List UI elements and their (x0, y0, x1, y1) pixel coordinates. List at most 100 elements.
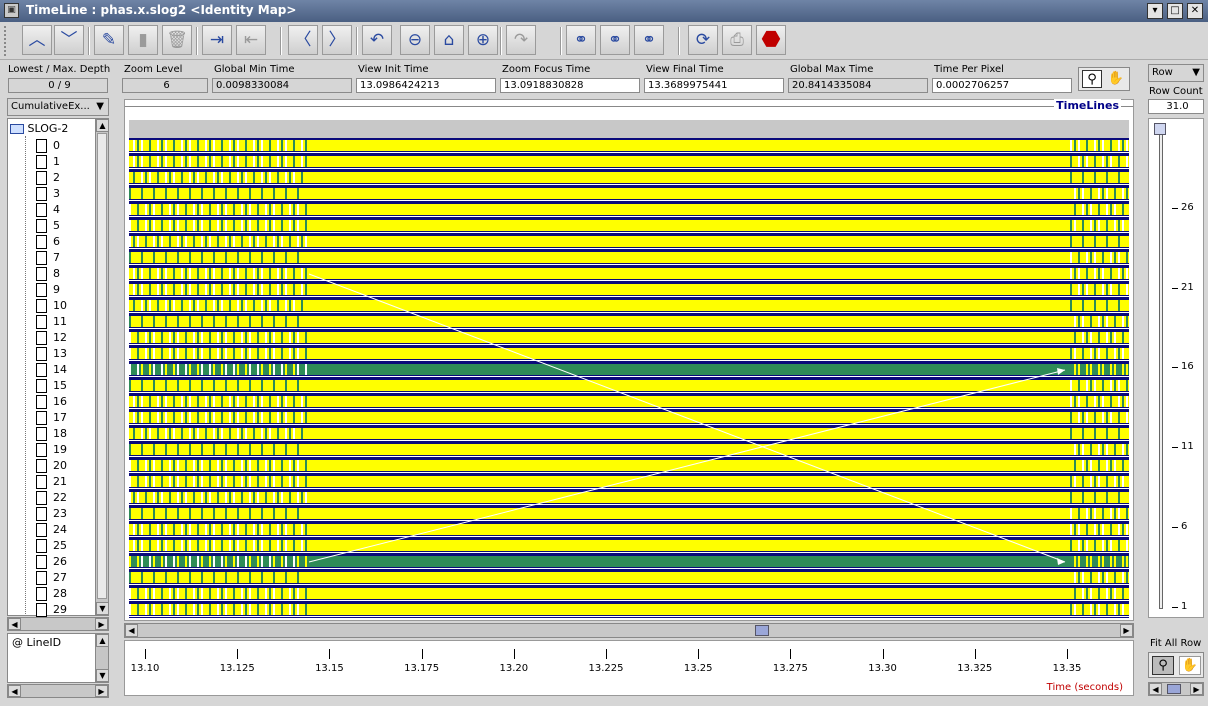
app-icon[interactable]: ▣ (4, 3, 19, 18)
activity-event (185, 300, 187, 311)
row-slider-track[interactable] (1159, 127, 1163, 609)
stop-icon[interactable]: ⬣ (756, 25, 786, 55)
tree-row-item[interactable]: 9 (26, 283, 96, 299)
info-field[interactable]: 0.0002706257 (932, 78, 1072, 93)
tree-row-item[interactable]: 13 (26, 347, 96, 363)
scroll-up-arrow-icon[interactable]: ▲ (96, 119, 109, 132)
tree-row-item[interactable]: 10 (26, 299, 96, 315)
scroll-thumb[interactable] (755, 625, 769, 636)
refresh-icon[interactable]: ⟳ (688, 25, 718, 55)
tree-row-item[interactable]: 23 (26, 507, 96, 523)
legend-hscrollbar[interactable]: ◀ ▶ (7, 684, 109, 698)
scroll-right-arrow-icon[interactable]: ▶ (1120, 624, 1133, 637)
tree-row-item[interactable]: 18 (26, 427, 96, 443)
tree-row-item[interactable]: 14 (26, 363, 96, 379)
tree-row-item[interactable]: 20 (26, 459, 96, 475)
row-slider-thumb[interactable] (1154, 123, 1166, 135)
tree-row-item[interactable]: 26 (26, 555, 96, 571)
tree-row-item[interactable]: 8 (26, 267, 96, 283)
tree-row-item[interactable]: 1 (26, 155, 96, 171)
clipboard-icon[interactable]: ▮ (128, 25, 158, 55)
search-icon[interactable]: ⚭ (600, 25, 630, 55)
activity-event (161, 444, 163, 455)
tree-row-item[interactable]: 3 (26, 187, 96, 203)
scroll-left-arrow-icon[interactable]: ◀ (8, 618, 21, 630)
tree-row-item[interactable]: 4 (26, 203, 96, 219)
info-field[interactable]: 13.0986424213 (356, 78, 496, 93)
tree-row-item[interactable]: 24 (26, 523, 96, 539)
magnifier-icon[interactable]: ⚲ (1152, 656, 1174, 675)
tree-row-item[interactable]: 15 (26, 379, 96, 395)
scroll-down-arrow-icon[interactable]: ▼ (96, 669, 109, 682)
zoom-pan-toggle-rows[interactable]: ⚲ ✋ (1148, 652, 1204, 678)
tree-row-item[interactable]: 0 (26, 139, 96, 155)
delete-icon[interactable]: 🗑 (162, 25, 192, 55)
activity-event (237, 364, 239, 375)
scroll-right-arrow-icon[interactable]: ▶ (1190, 683, 1203, 695)
scroll-down-arrow-icon[interactable]: ▼ (96, 602, 109, 615)
search-forward-icon[interactable]: ⚭ (634, 25, 664, 55)
activity-event (1074, 492, 1076, 503)
row-hscrollbar[interactable]: ◀ ▶ (1148, 682, 1204, 696)
tree-row-item[interactable]: 2 (26, 171, 96, 187)
tree-scrollbar[interactable]: ▲ ▼ (95, 119, 109, 615)
tree-hscrollbar[interactable]: ◀ ▶ (7, 617, 109, 631)
scroll-down-icon[interactable]: ﹀ (54, 25, 84, 55)
scroll-left-arrow-icon[interactable]: ◀ (125, 624, 138, 637)
home-icon[interactable]: ⌂ (434, 25, 464, 55)
tree-row-item[interactable]: 7 (26, 251, 96, 267)
export-icon[interactable]: ⇥ (202, 25, 232, 55)
row-combo[interactable]: Row ▼ (1148, 64, 1204, 82)
print-icon[interactable]: ⎙ (722, 25, 752, 55)
scroll-left-arrow-icon[interactable]: ◀ (8, 685, 21, 697)
search-back-icon[interactable]: ⚭ (566, 25, 596, 55)
timeline-hscrollbar[interactable]: ◀ ▶ (124, 623, 1134, 638)
tree-row-item[interactable]: 22 (26, 491, 96, 507)
zoom-pan-toggle[interactable]: ⚲ ✋ (1078, 67, 1130, 91)
maximize-icon[interactable]: □ (1167, 3, 1183, 19)
tree-root[interactable]: SLOG-2 (10, 122, 68, 135)
close-icon[interactable]: ✕ (1187, 3, 1203, 19)
magnifier-icon[interactable]: ⚲ (1082, 70, 1102, 88)
legend-scrollbar[interactable]: ▲ ▼ (95, 634, 109, 682)
tree-row-item[interactable]: 12 (26, 331, 96, 347)
hand-icon[interactable]: ✋ (1179, 656, 1201, 675)
info-field[interactable]: 13.3689975441 (644, 78, 784, 93)
scroll-right-arrow-icon[interactable]: ▶ (95, 685, 108, 697)
undo-icon[interactable]: ↶ (362, 25, 392, 55)
timelines-canvas[interactable]: TimeLines (124, 99, 1134, 621)
activity-event (157, 428, 159, 439)
timelines-svg[interactable] (125, 100, 1133, 620)
toolbar-grip[interactable] (4, 26, 9, 56)
tree-row-item[interactable]: 5 (26, 219, 96, 235)
tree-row-item[interactable]: 17 (26, 411, 96, 427)
scroll-thumb[interactable] (1167, 684, 1181, 694)
zoom-in-icon[interactable]: ⊕ (468, 25, 498, 55)
scroll-left-arrow-icon[interactable]: ◀ (1149, 683, 1162, 695)
info-field[interactable]: 13.0918830828 (500, 78, 640, 93)
cumulative-combo[interactable]: CumulativeEx... ▼ (7, 98, 109, 116)
tree-row-item[interactable]: 16 (26, 395, 96, 411)
back-icon[interactable]: 〈 (288, 25, 318, 55)
tree-row-item[interactable]: 21 (26, 475, 96, 491)
scroll-right-arrow-icon[interactable]: ▶ (95, 618, 108, 630)
row-count-field[interactable]: 31.0 (1148, 99, 1204, 114)
scroll-thumb[interactable] (97, 133, 107, 599)
redo-icon[interactable]: ↷ (506, 25, 536, 55)
tree-row-item[interactable]: 25 (26, 539, 96, 555)
tree-row-item[interactable]: 29 (26, 603, 96, 619)
scroll-up-icon[interactable]: ︿ (22, 25, 52, 55)
tree-row-item[interactable]: 6 (26, 235, 96, 251)
minimize-icon[interactable]: ▾ (1147, 3, 1163, 19)
tree-row-item[interactable]: 19 (26, 443, 96, 459)
tree-row-item[interactable]: 28 (26, 587, 96, 603)
edit-icon[interactable]: ✎ (94, 25, 124, 55)
tree-row-item[interactable]: 27 (26, 571, 96, 587)
hand-icon[interactable]: ✋ (1107, 71, 1125, 86)
tree-row-item[interactable]: 11 (26, 315, 96, 331)
import-icon[interactable]: ⇤ (236, 25, 266, 55)
activity-event (209, 524, 211, 535)
zoom-out-icon[interactable]: ⊖ (400, 25, 430, 55)
scroll-up-arrow-icon[interactable]: ▲ (96, 634, 109, 647)
forward-icon[interactable]: 〉 (322, 25, 352, 55)
